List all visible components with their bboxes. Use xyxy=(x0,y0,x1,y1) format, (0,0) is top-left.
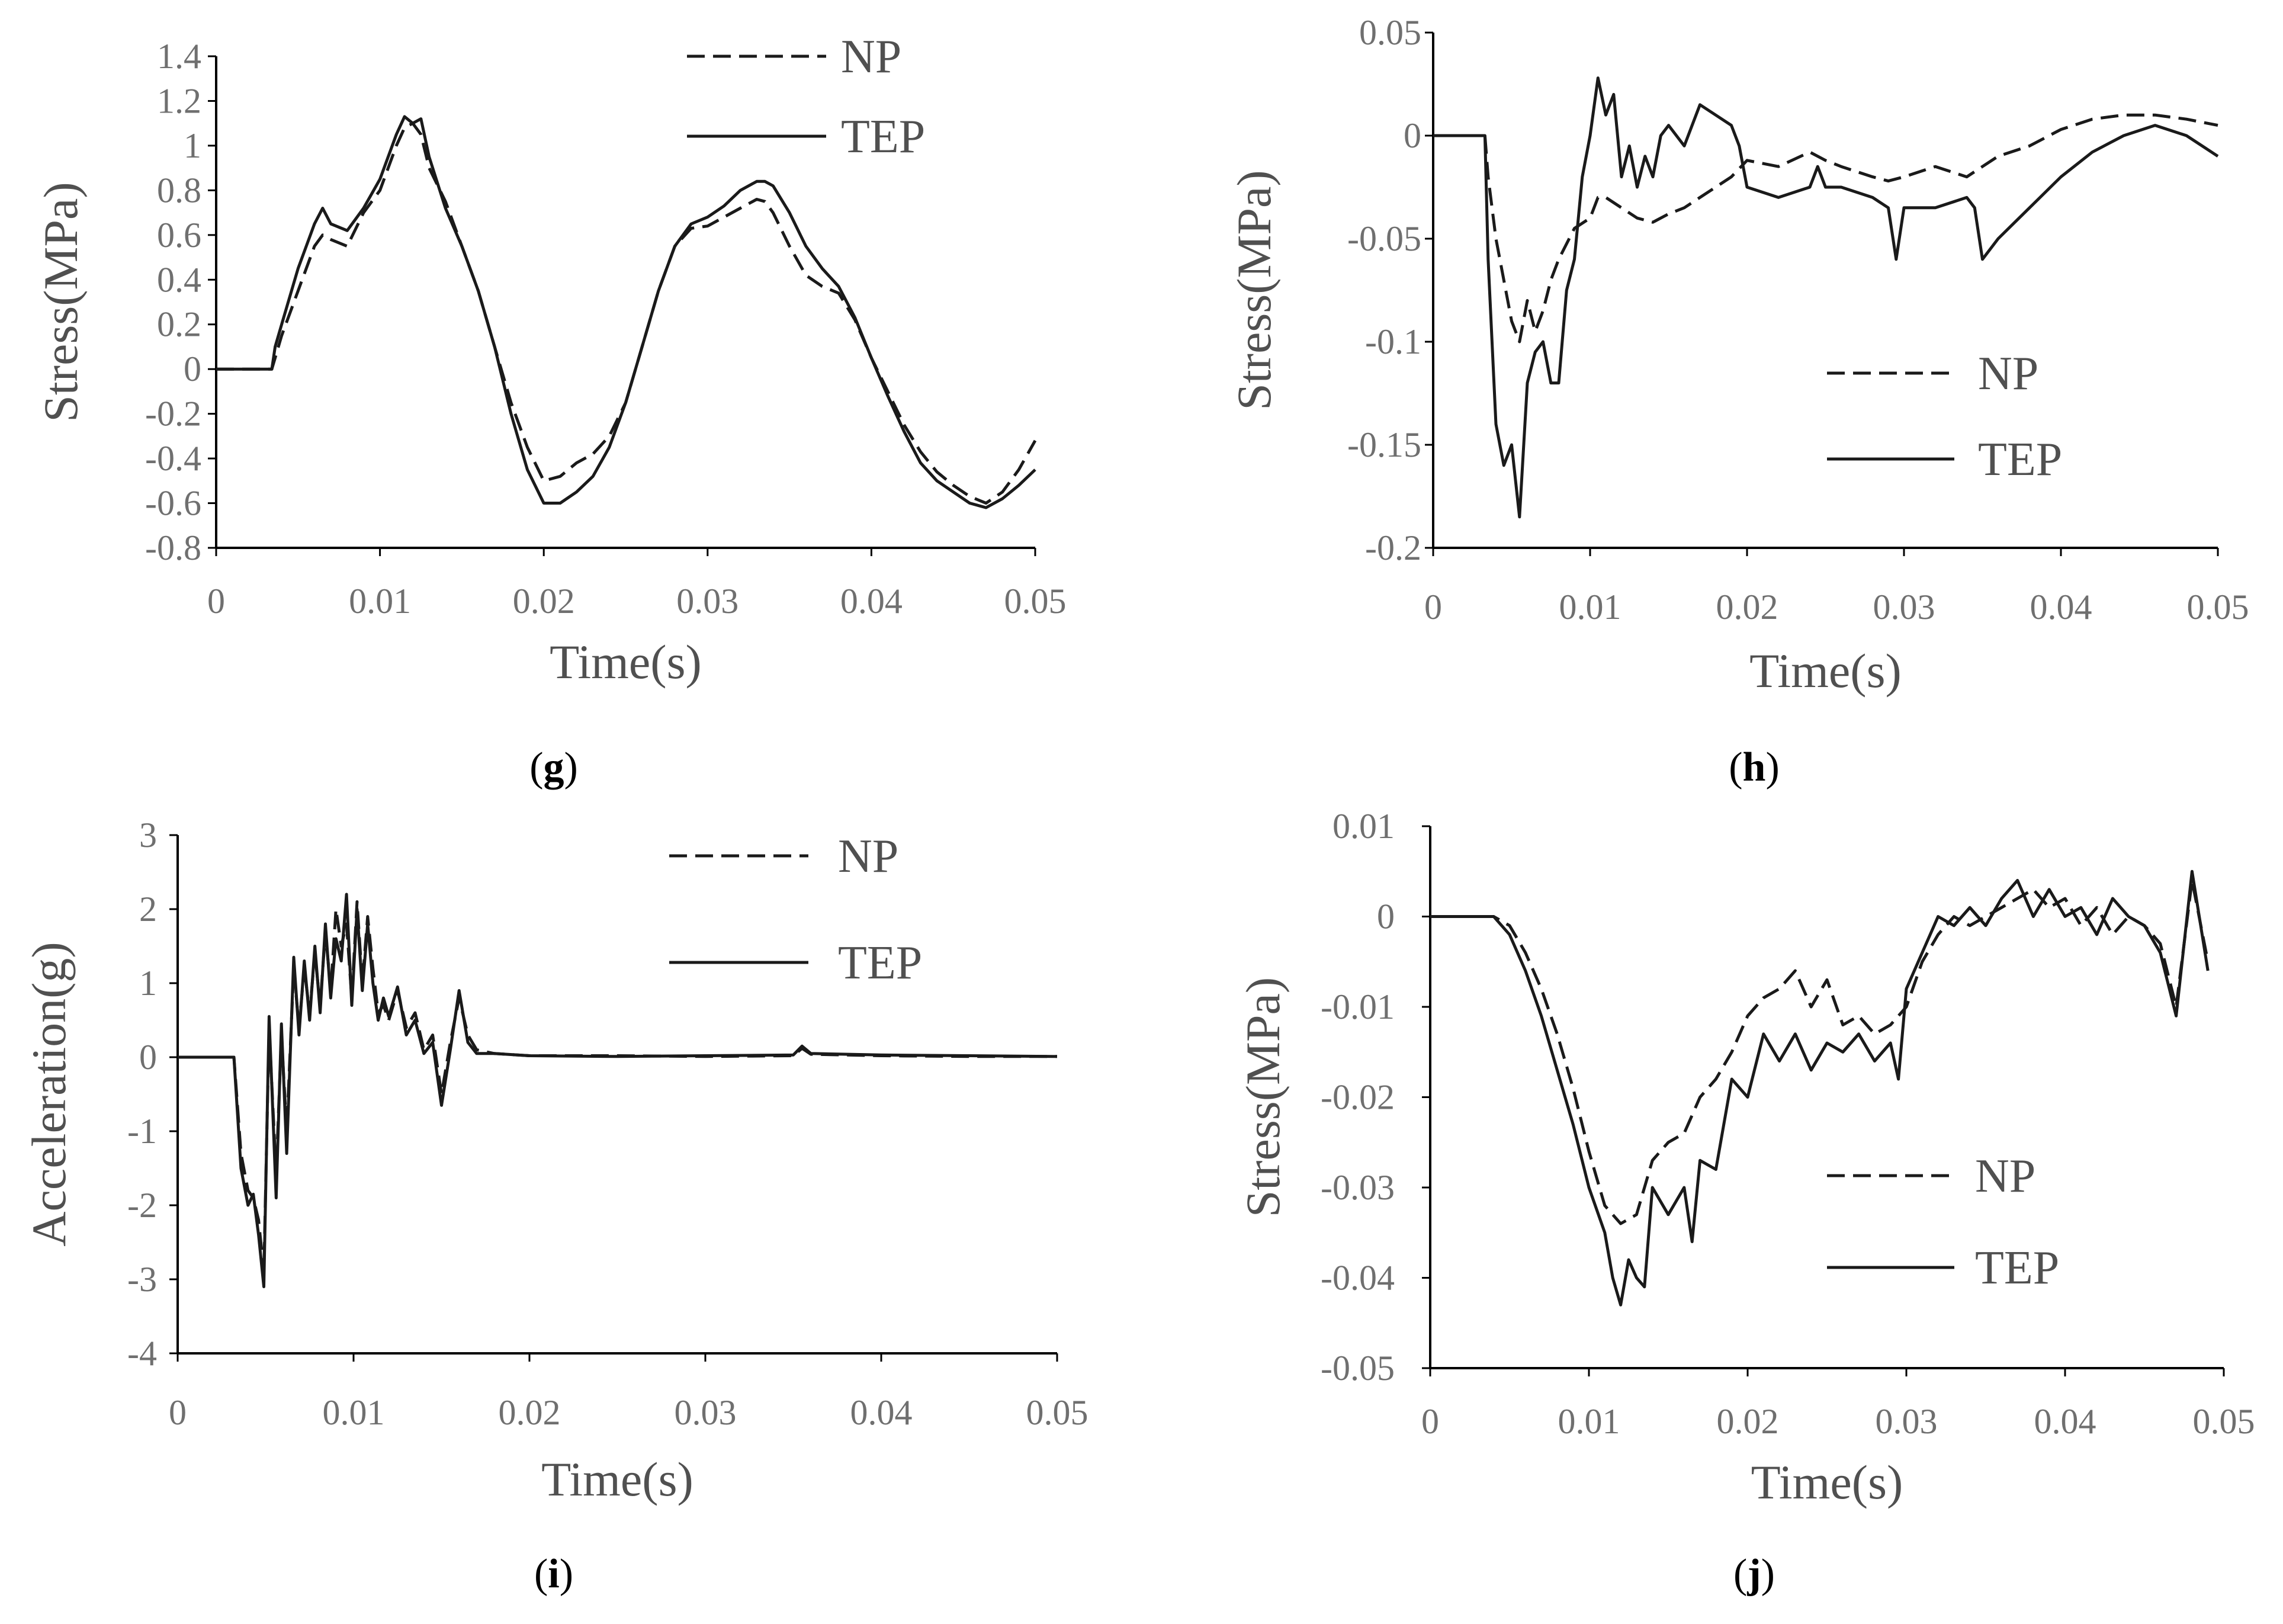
legend-label-np: NP xyxy=(1975,1150,2035,1202)
y-tick-label: 1 xyxy=(139,964,157,1003)
chart-panel-j: 0.01 0 -0.01 -0.02 -0.03 -0.04 -0.05 0 0.01 0.02 0… xyxy=(1236,807,2255,1509)
y-axis-label: Acceleration(g) xyxy=(22,942,76,1246)
legend-label-tep: TEP xyxy=(1975,1242,2059,1294)
y-tick-label: -0.02 xyxy=(1321,1078,1395,1117)
x-axis-label: Time(s) xyxy=(1749,644,1902,698)
y-tick-label: -0.05 xyxy=(1347,219,1421,258)
chart-panel-g: 1.41.210.80.60.40.20-0.2-0.4-0.6-0.80 0.0… xyxy=(34,31,1067,689)
y-tick-label: -3 xyxy=(127,1260,157,1299)
x-tick-label: 0 xyxy=(1424,588,1442,627)
series-line-tep xyxy=(178,893,1058,1288)
x-tick-label: 0.03 xyxy=(675,1393,737,1432)
panel-caption-h: (h) xyxy=(1729,744,1780,790)
x-tick-label: 0.04 xyxy=(2034,1402,2096,1441)
x-tick-label: 0.04 xyxy=(840,582,903,621)
y-tick-label: -0.04 xyxy=(1321,1259,1395,1298)
y-tick-label: 0.2 xyxy=(157,305,201,344)
legend-label-tep: TEP xyxy=(1978,434,2062,486)
legend-label-tep: TEP xyxy=(838,937,922,989)
series-line-np xyxy=(1433,113,2218,344)
y-tick-label: -0.1 xyxy=(1365,322,1421,361)
x-axis-label: Time(s) xyxy=(1751,1455,1903,1509)
x-tick-label: 0.01 xyxy=(349,582,411,621)
series-line-tep xyxy=(1433,76,2219,519)
y-tick-label: -0.15 xyxy=(1347,425,1421,464)
x-axis-label: Time(s) xyxy=(541,1452,693,1506)
x-tick-label: 0.02 xyxy=(499,1393,561,1432)
y-tick-label: -0.4 xyxy=(145,439,201,478)
panel-caption-j: (j) xyxy=(1733,1551,1775,1597)
x-tick-label: 0.04 xyxy=(850,1393,913,1432)
y-tick-label: 0.6 xyxy=(157,216,201,255)
x-tick-label: 0.05 xyxy=(2193,1402,2255,1441)
y-tick-label: 1.2 xyxy=(157,81,201,120)
x-tick-label: 0.04 xyxy=(2030,588,2092,627)
y-tick-label: -0.03 xyxy=(1321,1168,1395,1207)
y-axis-label: Stress(MPa) xyxy=(1227,170,1281,410)
legend-label-np: NP xyxy=(841,31,901,83)
y-tick-label: 0 xyxy=(1404,116,1421,155)
x-tick-label: 0.02 xyxy=(1717,1402,1779,1441)
legend-label-tep: TEP xyxy=(841,111,925,163)
x-tick-label: 0.03 xyxy=(1876,1402,1938,1441)
series-line-tep xyxy=(1430,869,2210,1307)
y-axis-label: Stress(MPa) xyxy=(34,182,88,422)
y-tick-label: 2 xyxy=(139,890,157,929)
y-axis-label: Stress(MPa) xyxy=(1236,977,1290,1217)
y-tick-label: -0.01 xyxy=(1321,987,1395,1026)
x-tick-label: 0.03 xyxy=(676,582,738,621)
y-tick-label: 0 xyxy=(184,349,201,389)
legend-label-np: NP xyxy=(1978,348,2038,400)
x-axis-label: Time(s) xyxy=(550,635,702,689)
y-tick-label: -0.6 xyxy=(145,484,201,523)
x-tick-label: 0.03 xyxy=(1873,588,1935,627)
chart-panel-i: 3 2 1 0 -1 -2 -3 -4 0 0.01 0.02 0.03 0.04 0.05 Time(s)… xyxy=(22,816,1088,1506)
y-tick-label: -1 xyxy=(127,1112,157,1151)
x-tick-label: 0.02 xyxy=(513,582,575,621)
x-tick-label: 0.05 xyxy=(2187,588,2249,627)
panel-caption-g: (g) xyxy=(529,744,578,790)
y-tick-label: 3 xyxy=(139,816,157,855)
y-tick-label: -0.05 xyxy=(1321,1349,1395,1388)
y-tick-label: 0.8 xyxy=(157,171,201,210)
series-line-np xyxy=(1430,879,2210,1225)
y-tick-label: 0.05 xyxy=(1359,13,1421,52)
x-tick-label: 0.01 xyxy=(323,1393,385,1432)
x-tick-label: 0.01 xyxy=(1558,1402,1620,1441)
y-tick-label: 0 xyxy=(1377,897,1395,936)
x-tick-label: 0.02 xyxy=(1716,588,1778,627)
x-tick-label: 0.01 xyxy=(1559,588,1621,627)
y-tick-label: -0.8 xyxy=(145,528,201,567)
y-tick-label: 0.4 xyxy=(157,260,201,299)
x-tick-label: 0.05 xyxy=(1026,1393,1088,1432)
x-tick-label: 0 xyxy=(1421,1402,1439,1441)
y-tick-label: 0.01 xyxy=(1332,807,1395,846)
series-line-tep xyxy=(216,115,1036,509)
x-tick-label: 0 xyxy=(169,1393,187,1432)
x-tick-label: 0 xyxy=(207,582,225,621)
panel-caption-i: (i) xyxy=(534,1551,573,1597)
y-tick-label: 0 xyxy=(139,1038,157,1077)
legend-label-np: NP xyxy=(838,830,898,882)
y-tick-label: 1 xyxy=(184,126,201,165)
y-tick-label: -0.2 xyxy=(1365,528,1421,567)
y-tick-label: 1.4 xyxy=(157,37,201,76)
y-tick-label: -2 xyxy=(127,1186,157,1225)
chart-panel-h: 0.050-0.05-0.1-0.15-0.20 0.01 0.02 0.03 0.04… xyxy=(1227,13,2249,698)
y-tick-label: -4 xyxy=(127,1334,157,1373)
series-line-np xyxy=(216,121,1037,505)
x-tick-label: 0.05 xyxy=(1004,582,1067,621)
y-tick-label: -0.2 xyxy=(145,394,201,434)
